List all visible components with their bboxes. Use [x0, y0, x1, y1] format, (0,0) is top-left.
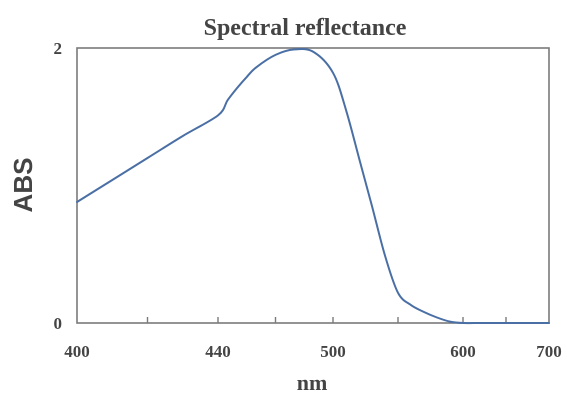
data-point: [436, 317, 438, 319]
data-point: [182, 135, 184, 137]
data-point: [236, 87, 238, 89]
x-tick-label: 440: [205, 342, 231, 361]
data-point: [275, 54, 277, 56]
data-point: [496, 322, 498, 324]
x-tick-label: 600: [450, 342, 476, 361]
data-point: [111, 179, 113, 181]
data-point: [332, 72, 334, 74]
data-point: [423, 311, 425, 313]
data-point: [397, 292, 399, 294]
data-point: [449, 321, 451, 323]
data-point: [531, 322, 533, 324]
y-axis-label: ABS: [8, 158, 38, 213]
data-point: [548, 322, 550, 324]
y-tick-label: 0: [54, 314, 63, 333]
data-point: [345, 109, 347, 111]
data-point: [514, 322, 516, 324]
y-tick-label: 2: [54, 39, 63, 58]
data-point: [76, 201, 78, 203]
x-axis-label: nm: [297, 370, 328, 394]
data-point: [313, 51, 315, 53]
data-point: [410, 304, 412, 306]
x-tick-label: 700: [536, 342, 562, 361]
data-point: [217, 114, 219, 116]
data-point: [358, 157, 360, 159]
data-point: [246, 76, 248, 78]
data-point: [479, 322, 481, 324]
data-point: [384, 255, 386, 257]
data-point: [294, 48, 296, 50]
data-point: [255, 66, 257, 68]
y-tick-labels: 02: [54, 39, 63, 333]
series-line: [76, 48, 550, 325]
data-point: [227, 99, 229, 101]
x-tick-labels: 400 440 500 600 700: [64, 342, 562, 361]
x-tick-label: 400: [64, 342, 90, 361]
x-tick-label: 500: [320, 342, 346, 361]
data-points: [76, 48, 550, 324]
plot-frame: [76, 47, 550, 324]
data-point: [371, 205, 373, 207]
data-point: [147, 157, 149, 159]
chart-title: Spectral reflectance: [204, 15, 407, 41]
data-point: [462, 322, 464, 324]
